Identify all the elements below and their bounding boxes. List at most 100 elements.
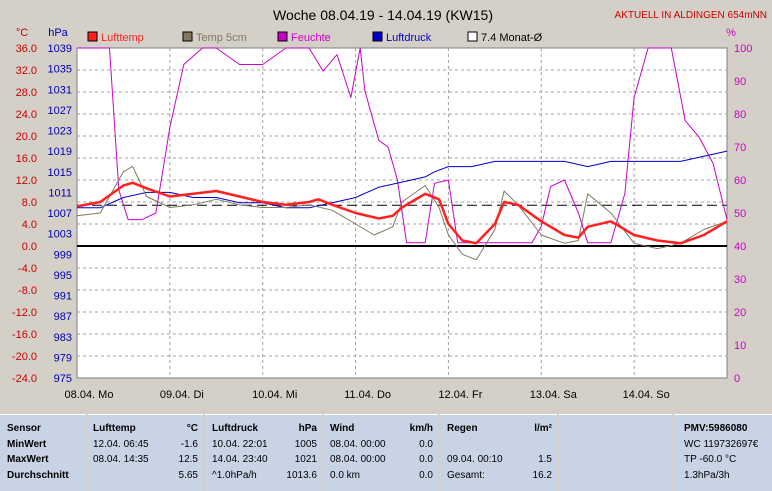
lufttemp-avg-value: 5.65	[178, 470, 198, 481]
weather-chart: 36.0 32.0 28.0 24.0 20.0 16.0 12.0 8.0 4.0 0.0 -4.…	[11, 7, 767, 401]
lufttemp-max-time: 08.04. 14:35	[93, 454, 149, 465]
legend-swatch	[182, 31, 193, 42]
lufttemp-max-value: 12.5	[178, 454, 198, 465]
wind-avg-value: 0.0	[419, 470, 433, 481]
pressure-tick-label: 987	[54, 311, 72, 323]
regen-unit: l/m²	[534, 423, 552, 434]
wind-min-time: 08.04. 00:00	[330, 439, 386, 450]
humidity-tick-label: 100	[734, 43, 752, 55]
legend-swatch	[467, 31, 478, 42]
luftdruck-avg-value: 1013.6	[286, 470, 317, 481]
temp-unit: °C	[16, 27, 28, 39]
humidity-tick-label: 70	[734, 142, 746, 154]
lufttemp-title: Lufttemp	[93, 423, 136, 434]
wind-distance: 0.0 km	[330, 470, 361, 481]
series-luftdruck	[77, 150, 728, 209]
pmv-title: PMV:5986080	[684, 423, 748, 434]
temp-tick-label: 4.0	[22, 219, 37, 231]
axis-labels: 36.0 32.0 28.0 24.0 20.0 16.0 12.0 8.0 4.0 0.0 -4.…	[12, 43, 752, 401]
luftdruck-title: Luftdruck	[212, 423, 259, 434]
pmv-trend: 1.3hPa/3h	[684, 470, 730, 481]
temp-tick-label: 36.0	[16, 43, 37, 55]
regen-total-value: 16.2	[532, 470, 552, 481]
regen-column: Regen l/m² 09.04. 00:10 1.5 Gesamt: 16.2	[440, 414, 557, 491]
pmv-column: PMV:5986080 WC 119732697€ TP -60.0 °C 1.…	[674, 414, 772, 491]
luftdruck-trend: ^1.0hPa/h	[212, 470, 257, 481]
wind-max-time: 08.04. 00:00	[330, 454, 386, 465]
pressure-tick-label: 1003	[48, 229, 72, 241]
regen-total-label: Gesamt:	[447, 470, 485, 481]
x-tick-label: 13.04. Sa	[530, 389, 578, 401]
x-tick-label: 10.04. Mi	[252, 389, 297, 401]
pressure-tick-label: 1031	[48, 84, 72, 96]
pressure-tick-label: 1019	[48, 146, 72, 158]
legend: Lufttemp Temp 5cm Feuchte Luftdruck 7.4 Mona…	[87, 31, 543, 44]
x-tick-label: 12.04. Fr	[438, 389, 482, 401]
legend-label: Lufttemp	[101, 32, 144, 44]
wind-min-value: 0.0	[419, 439, 433, 450]
series-lines	[76, 47, 728, 261]
series-lufttemp	[76, 181, 728, 245]
legend-label: Feuchte	[291, 32, 331, 44]
regen-max-value: 1.5	[538, 454, 552, 465]
lufttemp-min-value: -1.6	[180, 439, 198, 450]
pressure-tick-label: 1035	[48, 64, 72, 76]
wind-unit: km/h	[409, 423, 433, 434]
pressure-tick-label: 1015	[48, 167, 72, 179]
series-temp-5cm	[76, 165, 728, 261]
wind-title: Wind	[330, 423, 355, 434]
temp-tick-label: 32.0	[16, 65, 37, 77]
x-tick-label: 14.04. So	[623, 389, 670, 401]
luftdruck-max-time: 14.04. 23:40	[212, 454, 268, 465]
pressure-tick-label: 975	[54, 373, 72, 385]
x-tick-label: 08.04. Mo	[65, 389, 114, 401]
legend-swatch	[277, 31, 288, 42]
temp-tick-label: 0.0	[22, 241, 37, 253]
humidity-tick-label: 60	[734, 175, 746, 187]
regen-max-time: 09.04. 00:10	[447, 454, 503, 465]
lufttemp-unit: °C	[186, 423, 198, 434]
temp-tick-label: -8.0	[18, 285, 37, 297]
luftdruck-unit: hPa	[298, 423, 317, 434]
temp-tick-label: 28.0	[16, 87, 37, 99]
luftdruck-column: Luftdruck hPa 10.04. 22:01 1005 14.04. 2…	[205, 414, 322, 491]
temp-tick-label: 12.0	[16, 175, 37, 187]
series-feuchte	[77, 47, 728, 244]
x-tick-label: 09.04. Di	[160, 389, 204, 401]
pressure-tick-label: 1011	[48, 187, 72, 199]
pressure-tick-label: 1023	[48, 126, 72, 138]
luftdruck-min-value: 1005	[294, 439, 317, 450]
temp-tick-label: 16.0	[16, 153, 37, 165]
sensor-row-max: MaxWert	[7, 454, 49, 465]
pressure-tick-label: 1039	[48, 43, 72, 55]
temp-tick-label: -16.0	[12, 329, 37, 341]
legend-swatch	[87, 31, 98, 42]
temp-tick-label: -20.0	[12, 351, 37, 363]
pmv-tp: TP -60.0 °C	[684, 454, 737, 465]
pressure-tick-label: 983	[54, 332, 72, 344]
pressure-tick-label: 995	[54, 270, 72, 282]
lufttemp-column: Lufttemp °C 12.04. 06:45 -1.6 08.04. 14:…	[88, 414, 203, 491]
status-label: AKTUELL IN ALDINGEN 654mNN	[615, 10, 767, 21]
x-tick-label: 11.04. Do	[344, 389, 391, 401]
humidity-tick-label: 20	[734, 307, 746, 319]
sensor-column: Sensor MinWert MaxWert Durchschnitt	[0, 414, 86, 491]
humidity-tick-label: 10	[734, 340, 746, 352]
pressure-tick-label: 991	[54, 291, 72, 303]
sensor-title: Sensor	[7, 423, 41, 434]
humidity-tick-label: 50	[734, 208, 746, 220]
pressure-unit: hPa	[48, 27, 68, 39]
humidity-tick-label: 80	[734, 109, 746, 121]
humidity-tick-label: 30	[734, 274, 746, 286]
pmv-wc: WC 119732697€	[684, 439, 759, 450]
lufttemp-min-time: 12.04. 06:45	[93, 439, 149, 450]
chart-title: Woche 08.04.19 - 14.04.19 (KW15)	[273, 7, 493, 23]
wind-column: Wind km/h 08.04. 00:00 0.0 08.04. 00:00 …	[324, 414, 438, 491]
luftdruck-min-time: 10.04. 22:01	[212, 439, 268, 450]
temp-tick-label: 24.0	[16, 109, 37, 121]
temp-tick-label: -24.0	[12, 373, 37, 385]
temp-tick-label: 8.0	[22, 197, 37, 209]
pressure-tick-label: 1007	[48, 208, 72, 220]
temp-tick-label: -12.0	[12, 307, 37, 319]
temp-tick-label: 20.0	[16, 131, 37, 143]
